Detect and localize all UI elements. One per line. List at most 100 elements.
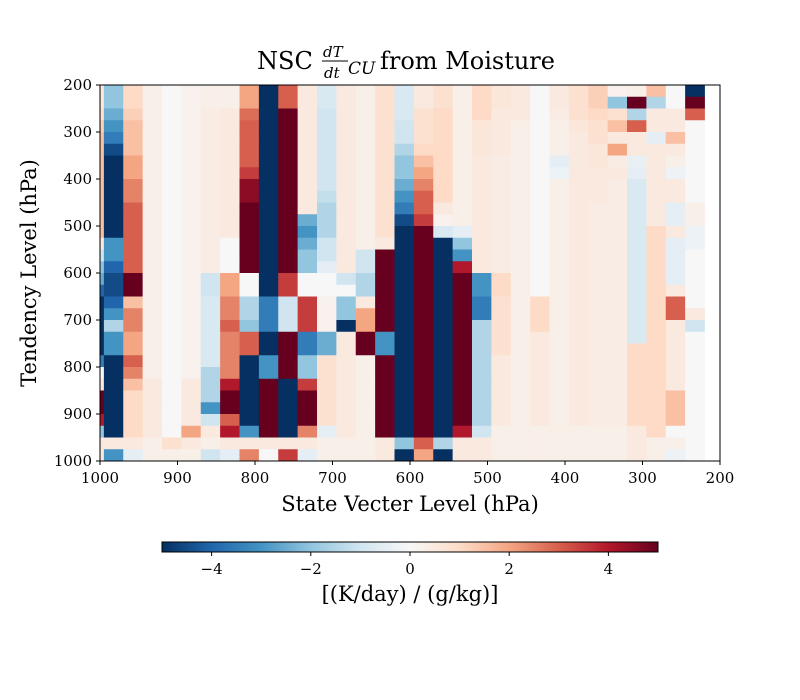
- heatmap-cell: [607, 273, 628, 286]
- heatmap-cell: [317, 273, 337, 286]
- heatmap-cell: [278, 214, 299, 227]
- heatmap-cell: [607, 226, 628, 239]
- heatmap-cell: [375, 378, 395, 391]
- heatmap-cell: [100, 96, 105, 109]
- heatmap-cell: [103, 414, 124, 427]
- title-subscript: CU: [348, 59, 376, 79]
- heatmap-cell: [220, 390, 240, 403]
- y-axis-ticks: 200 300 400 500 600 700 800 900 1000: [54, 76, 100, 470]
- heatmap-cell: [100, 273, 105, 286]
- heatmap-cell: [568, 167, 589, 180]
- heatmap-cell: [452, 331, 473, 344]
- heatmap-cell: [220, 190, 240, 203]
- heatmap-cell: [123, 320, 144, 333]
- heatmap-cell: [162, 96, 182, 109]
- heatmap-cell: [103, 355, 124, 368]
- chart-title: NSC dT dt CU from Moisture: [257, 43, 555, 82]
- heatmap-cell: [452, 437, 473, 450]
- x-tick-label: 600: [396, 469, 425, 487]
- heatmap-cell: [123, 155, 144, 168]
- heatmap-cell: [452, 155, 473, 168]
- heatmap-cell: [646, 414, 667, 427]
- heatmap-cell: [627, 367, 647, 380]
- heatmap-cell: [200, 449, 221, 462]
- heatmap-cell: [472, 449, 492, 462]
- heatmap-cell: [297, 155, 318, 168]
- heatmap-cell: [472, 85, 492, 98]
- heatmap-cell: [181, 437, 202, 450]
- heatmap-cell: [491, 378, 512, 391]
- heatmap-cell: [317, 179, 337, 192]
- heatmap-cell: [491, 202, 512, 215]
- heatmap-cell: [336, 249, 357, 262]
- heatmap-cell: [297, 226, 318, 239]
- heatmap-cell: [336, 331, 357, 344]
- heatmap-cell: [413, 284, 434, 297]
- heatmap-cell: [239, 155, 260, 168]
- heatmap-cell: [452, 425, 473, 438]
- heatmap-cell: [568, 179, 589, 192]
- heatmap-cell: [375, 261, 395, 274]
- heatmap-cell: [452, 143, 473, 156]
- heatmap-cell: [103, 96, 124, 109]
- heatmap-cell: [258, 331, 279, 344]
- heatmap-cell: [627, 308, 647, 321]
- heatmap-cell: [685, 155, 705, 168]
- heatmap-cell: [588, 343, 609, 356]
- heatmap-cell: [162, 343, 182, 356]
- heatmap-cell: [100, 343, 105, 356]
- heatmap-cell: [433, 167, 454, 180]
- heatmap-cell: [549, 414, 570, 427]
- heatmap-cell: [200, 155, 221, 168]
- heatmap-cell: [123, 190, 144, 203]
- heatmap-cell: [162, 190, 182, 203]
- heatmap-cell: [510, 331, 531, 344]
- heatmap-cell: [239, 308, 260, 321]
- heatmap-cell: [355, 402, 376, 415]
- heatmap-cell: [258, 202, 279, 215]
- heatmap-cell: [452, 120, 473, 133]
- heatmap-cell: [162, 355, 182, 368]
- heatmap-cell: [181, 402, 202, 415]
- heatmap-cell: [162, 167, 182, 180]
- heatmap-cell: [510, 343, 531, 356]
- heatmap-cell: [123, 167, 144, 180]
- heatmap-cell: [530, 425, 550, 438]
- heatmap-cell: [278, 179, 299, 192]
- heatmap-cell: [394, 167, 415, 180]
- heatmap-cell: [297, 425, 318, 438]
- heatmap-cell: [375, 249, 395, 262]
- heatmap-cell: [200, 414, 221, 427]
- heatmap-cell: [336, 85, 357, 98]
- heatmap-cell: [530, 402, 550, 415]
- y-axis-label: Tendency Level (hPa): [17, 159, 41, 387]
- heatmap-cell: [452, 296, 473, 309]
- heatmap-cell: [549, 85, 570, 98]
- heatmap-cell: [568, 214, 589, 227]
- heatmap-cell: [413, 449, 434, 462]
- heatmap-cell: [510, 202, 531, 215]
- heatmap-cell: [491, 155, 512, 168]
- heatmap-cell: [278, 261, 299, 274]
- heatmap-cell: [646, 343, 667, 356]
- heatmap-cell: [220, 414, 240, 427]
- heatmap-cell: [278, 132, 299, 145]
- heatmap-cell: [239, 120, 260, 133]
- heatmap-cell: [433, 437, 454, 450]
- heatmap-cell: [472, 331, 492, 344]
- heatmap-cell: [317, 226, 337, 239]
- heatmap-cell: [472, 237, 492, 250]
- heatmap-cell: [433, 143, 454, 156]
- title-fraction-denominator: dt: [324, 64, 341, 82]
- heatmap-cell: [472, 190, 492, 203]
- heatmap-cell: [103, 331, 124, 344]
- heatmap-cell: [317, 425, 337, 438]
- heatmap-cell: [413, 167, 434, 180]
- heatmap-cell: [239, 167, 260, 180]
- heatmap-cell: [162, 425, 182, 438]
- heatmap-cell: [181, 390, 202, 403]
- heatmap-cell: [142, 120, 163, 133]
- heatmap-cell: [375, 85, 395, 98]
- heatmap-cell: [413, 132, 434, 145]
